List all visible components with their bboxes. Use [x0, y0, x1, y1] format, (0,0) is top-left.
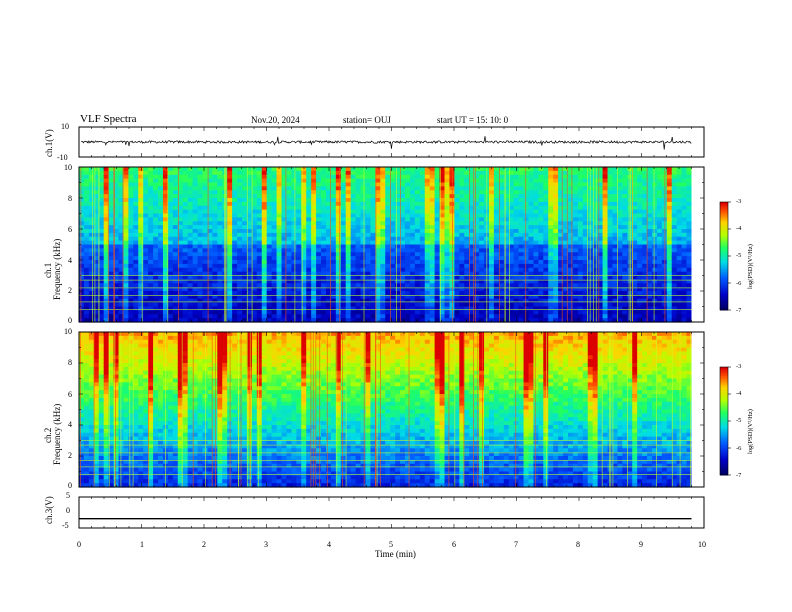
- xtick-1: 1: [140, 540, 144, 549]
- cb1-label: log(PSD)(V²/Hz): [747, 244, 754, 289]
- colorbar-1: [720, 202, 728, 311]
- xtick-10: 10: [698, 540, 706, 549]
- spec2-ytick-8: 8: [68, 358, 72, 367]
- spec2-ytick-2: 2: [68, 451, 72, 460]
- xtick-4: 4: [327, 540, 331, 549]
- ch1-waveform: [80, 136, 692, 150]
- ch3-frame: [78, 496, 705, 529]
- spec1-ytick-2: 2: [68, 286, 72, 295]
- spec2-ytick-6: 6: [68, 390, 72, 399]
- xtick-7: 7: [514, 540, 518, 549]
- cb2-tick-m7: -7: [736, 472, 742, 479]
- spec2-ytick-0: 0: [68, 481, 72, 490]
- cb1-tick-m5: -5: [736, 252, 742, 259]
- ch3-ytick-5: 5: [66, 491, 70, 500]
- spec1-ytick-4: 4: [68, 256, 72, 265]
- ch1-ytick-top: 10: [61, 122, 69, 131]
- spec2-ytick-10: 10: [64, 327, 72, 336]
- spec2-ytick-4: 4: [68, 420, 72, 429]
- cb1-tick-m4: -4: [736, 225, 742, 232]
- start-time-label: start UT = 15: 10: 0: [437, 115, 509, 125]
- ch1-ylabel: ch.1(V): [44, 129, 54, 157]
- ch3-ylabel: ch.3(V): [44, 496, 54, 524]
- xtick-5: 5: [389, 540, 393, 549]
- cb2-tick-m6: -6: [736, 445, 742, 452]
- spec1-nodata: [691, 167, 704, 322]
- cb2-tick-m4: -4: [736, 390, 742, 397]
- spec1-ytick-10: 10: [64, 163, 72, 172]
- xtick-6: 6: [452, 540, 456, 549]
- spec1-ylabel: Frequency (kHz): [52, 238, 62, 300]
- spec1-ytick-6: 6: [68, 225, 72, 234]
- colorbar-2: [720, 367, 728, 476]
- figure-title: VLF Spectra: [80, 113, 137, 125]
- station-label: station= OUJ: [343, 115, 391, 125]
- ch3-ytick-0: 0: [66, 506, 70, 515]
- ch1-ytick-bottom: -10: [57, 153, 68, 162]
- cb1-tick-m6: -6: [736, 280, 742, 287]
- cb1-tick-m3: -3: [736, 198, 742, 205]
- xtick-8: 8: [576, 540, 580, 549]
- spec1-ytick-0: 0: [68, 316, 72, 325]
- xtick-3: 3: [264, 540, 268, 549]
- xtick-0: 0: [77, 540, 81, 549]
- xtick-9: 9: [639, 540, 643, 549]
- ch1-frame: [78, 126, 705, 158]
- cb2-tick-m3: -3: [736, 363, 742, 370]
- xaxis-label: Time (min): [375, 549, 416, 559]
- spec1-ytick-8: 8: [68, 194, 72, 203]
- spec1-heatmap: [79, 167, 693, 323]
- cb1-tick-m7: -7: [736, 307, 742, 314]
- spec2-nodata: [691, 332, 704, 487]
- xtick-2: 2: [202, 540, 206, 549]
- cb2-label: log(PSD)(V²/Hz): [747, 409, 754, 454]
- ch3-ytick-m5: -5: [62, 521, 69, 530]
- date-label: Nov.20, 2024: [251, 115, 300, 125]
- spec2-ylabel: Frequency (kHz): [52, 403, 62, 465]
- cb2-tick-m5: -5: [736, 417, 742, 424]
- spec2-heatmap: [79, 332, 693, 488]
